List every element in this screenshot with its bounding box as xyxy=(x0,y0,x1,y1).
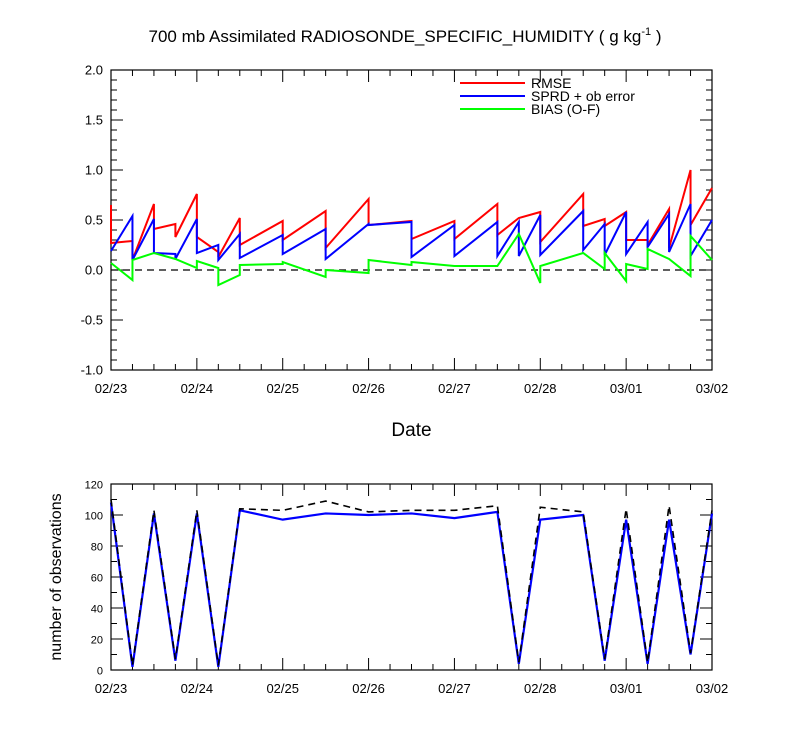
x-tick-label: 02/26 xyxy=(352,381,385,396)
sprd-ob-error-series-line xyxy=(110,203,713,263)
plot-frame xyxy=(110,483,713,671)
x-tick-label: 02/23 xyxy=(95,681,128,696)
x-tick-label: 02/28 xyxy=(524,381,557,396)
x-tick-label: 02/27 xyxy=(438,381,471,396)
x-tick-label: 02/28 xyxy=(524,681,557,696)
y-tick-label: 0.0 xyxy=(85,263,103,278)
chart-title: 700 mb Assimilated RADIOSONDE_SPECIFIC_H… xyxy=(149,26,662,46)
x-tick-label: 02/25 xyxy=(266,681,299,696)
x-tick-label: 03/02 xyxy=(696,381,729,396)
y-tick-label: 80 xyxy=(91,542,103,554)
top-chart: 02/23 02/24 02/25 02/26 02/27 02/28 03/01 03/02… xyxy=(81,63,729,442)
y-tick-label: -0.5 xyxy=(81,313,103,328)
legend-label: BIAS (O-F) xyxy=(531,101,600,117)
y-tick-label: 100 xyxy=(85,511,103,523)
bias-o-f-series-line xyxy=(110,231,713,287)
x-tick-label: 03/02 xyxy=(696,681,729,696)
y-tick-label: 120 xyxy=(85,480,103,492)
bottom-chart: 02/23 02/24 02/25 02/26 02/27 02/28 03/01 03/02… xyxy=(48,480,728,697)
x-tick-label: 02/24 xyxy=(181,681,214,696)
x-tick-label: 02/24 xyxy=(181,381,214,396)
x-tick-label: 02/23 xyxy=(95,381,128,396)
x-axis-label: Date xyxy=(391,420,431,441)
x-tick-label: 03/01 xyxy=(610,381,643,396)
y-tick-label: 40 xyxy=(91,604,103,616)
y-tick-label: 1.5 xyxy=(85,113,103,128)
y-axis-label: number of observations xyxy=(48,493,65,660)
y-tick-label: 20 xyxy=(91,635,103,647)
y-tick-label: 0.5 xyxy=(85,213,103,228)
y-tick-label: 2.0 xyxy=(85,63,103,78)
legend-label: SPRD + ob error xyxy=(531,88,635,104)
y-tick-label: 0 xyxy=(97,666,103,678)
x-tick-label: 02/25 xyxy=(266,381,299,396)
legend-label: RMSE xyxy=(531,75,571,91)
x-tick-label: 02/26 xyxy=(352,681,385,696)
x-tick-label: 02/27 xyxy=(438,681,471,696)
observations-possible-series-line xyxy=(110,499,713,666)
y-tick-label: 60 xyxy=(91,573,103,585)
y-tick-label: 1.0 xyxy=(85,163,103,178)
y-tick-label: -1.0 xyxy=(81,363,103,378)
observations-used-series-line xyxy=(109,502,714,668)
x-tick-label: 03/01 xyxy=(610,681,643,696)
